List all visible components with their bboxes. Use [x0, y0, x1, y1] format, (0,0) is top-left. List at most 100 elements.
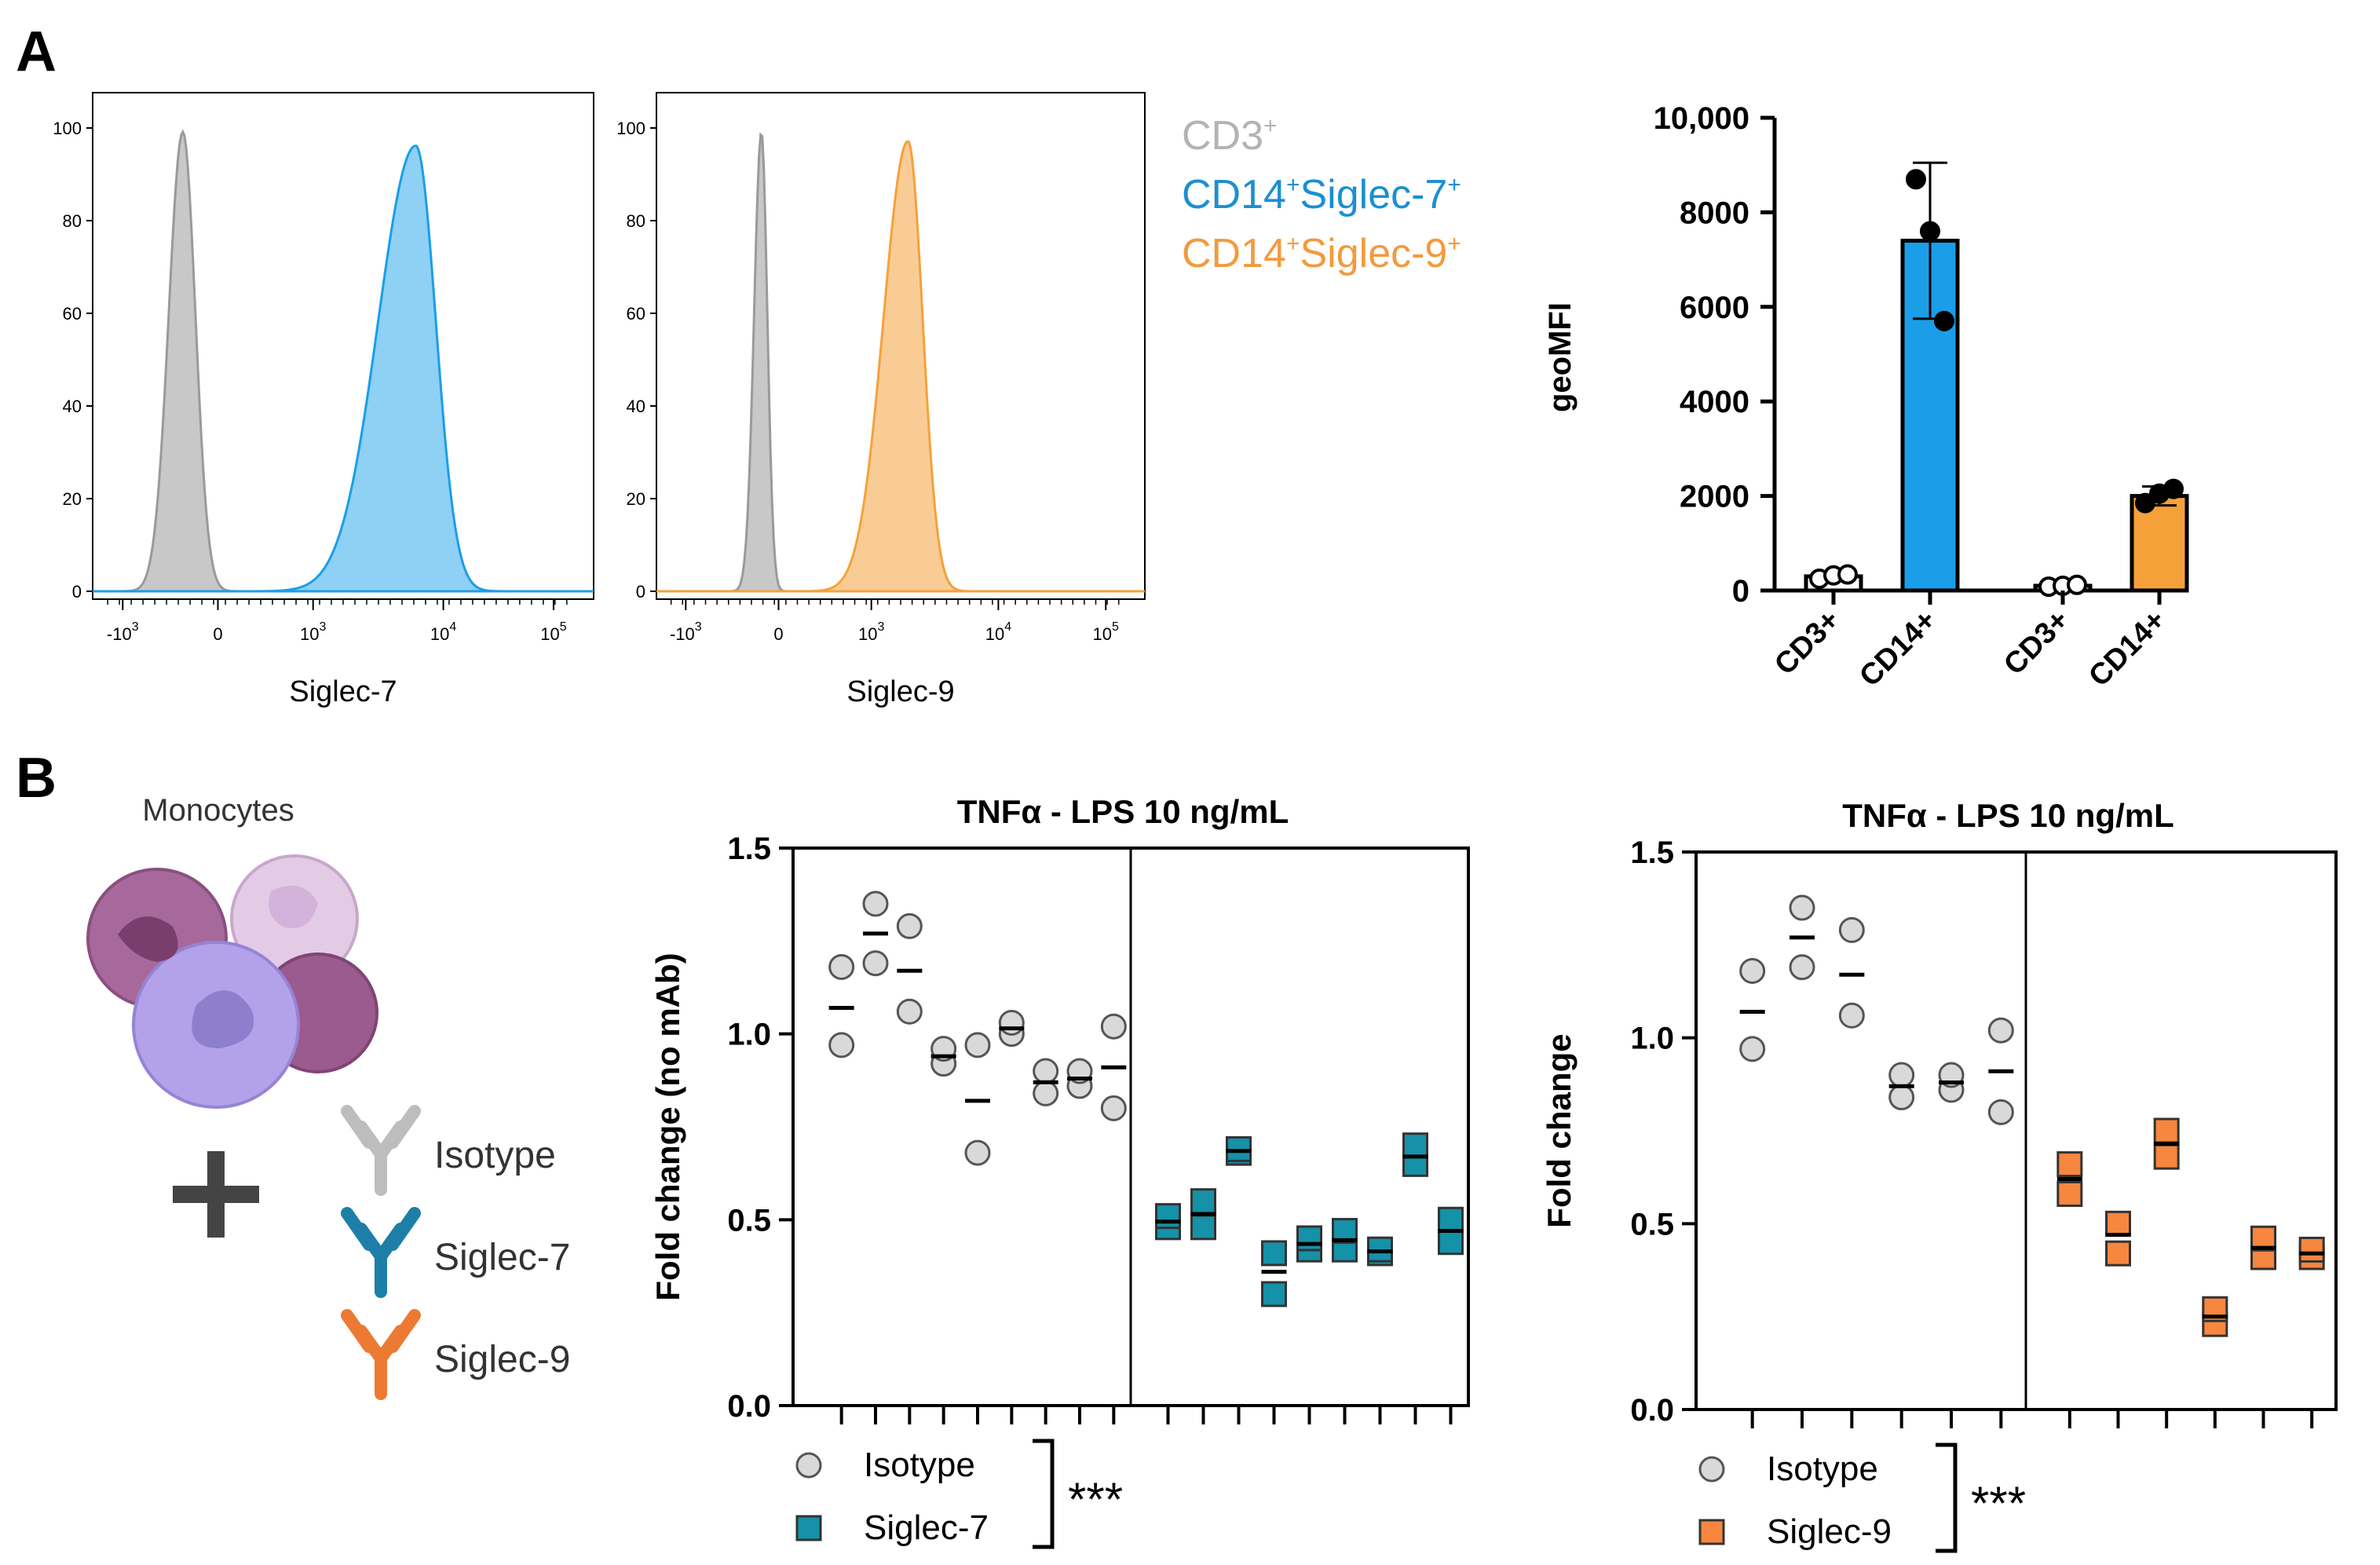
monocyte-nucleus [269, 885, 318, 928]
y-axis-title: Fold change [1541, 1033, 1578, 1227]
data-point [1438, 1229, 1464, 1256]
monocyte-nucleus [192, 990, 254, 1048]
data-point [1739, 957, 1766, 984]
x-tick-label: CD3+ [1998, 604, 2075, 682]
data-point [1920, 221, 1940, 242]
antibody-arm [341, 1309, 375, 1353]
y-tick-label: 0.0 [727, 1389, 771, 1424]
panel-label-a: A [16, 20, 57, 83]
data-point [1100, 1013, 1127, 1040]
y-tick-label: 4000 [1680, 385, 1749, 419]
y-tick-label: 2000 [1680, 480, 1749, 514]
histogram-siglec9 [656, 140, 1145, 593]
chart-title: TNFα - LPS 10 ng/mL [957, 793, 1289, 830]
antibody-label: Isotype [434, 1135, 556, 1176]
y-tick-label: 1.0 [1630, 1022, 1674, 1056]
legend-marker [1698, 1456, 1725, 1483]
data-point [1888, 1084, 1915, 1110]
data-point [1155, 1203, 1181, 1230]
data-point [964, 1139, 991, 1166]
data-point [2153, 1117, 2180, 1144]
significance-bracket [1033, 1439, 1055, 1549]
x-tick-label: 103 [300, 620, 326, 644]
antibody-arm [386, 1207, 421, 1251]
data-point [2135, 492, 2155, 514]
x-tick-label: 105 [540, 620, 566, 644]
data-point [1402, 1132, 1428, 1159]
y-tick-label: 20 [63, 489, 82, 509]
monocyte-nucleus [118, 916, 178, 962]
legend-item-1: CD14+Siglec-7+ [1182, 172, 1461, 218]
antibody-arm [341, 1105, 375, 1149]
data-point [1190, 1188, 1216, 1215]
y-tick-label: 40 [627, 397, 645, 416]
y-tick-label: 1.0 [727, 1018, 771, 1052]
y-axis-title: Fold change (no mAb) [649, 953, 686, 1300]
y-tick-label: 0 [1732, 574, 1749, 609]
y-tick-label: 1.5 [1630, 836, 1674, 870]
data-point [1789, 894, 1815, 921]
antibody-icon-1 [341, 1207, 421, 1298]
data-point [828, 1032, 855, 1059]
data-point [828, 953, 855, 980]
legend-item-2: CD14+Siglec-9+ [1182, 231, 1461, 276]
data-point [2163, 478, 2184, 499]
data-point [1987, 1099, 2014, 1125]
data-point [998, 1009, 1025, 1036]
antibody-icon-0 [341, 1105, 421, 1196]
y-tick-label: 10,000 [1654, 101, 1749, 136]
antibody-icon-2 [341, 1309, 421, 1400]
y-tick-label: 100 [53, 119, 82, 138]
x-tick-label: 103 [858, 620, 884, 644]
data-point [1190, 1214, 1216, 1241]
x-tick-label: CD14+ [1853, 604, 1943, 693]
y-tick-label: 20 [627, 489, 645, 509]
y-tick-label: 80 [627, 211, 645, 231]
x-tick-label: 0 [773, 624, 783, 644]
x-axis-title: Siglec-9 [846, 675, 954, 708]
x-tick-label: -103 [107, 620, 139, 644]
significance-stars: *** [1068, 1473, 1123, 1526]
legend-marker [1698, 1519, 1725, 1545]
data-point [1296, 1225, 1322, 1252]
histogram-siglec7 [93, 144, 594, 593]
data-point [862, 950, 889, 977]
data-point [1033, 1080, 1059, 1106]
data-point [2105, 1240, 2131, 1267]
data-point [1838, 916, 1865, 943]
data-point [896, 912, 923, 939]
x-tick-label: 105 [1093, 620, 1119, 644]
x-tick-label: CD3+ [1768, 604, 1846, 682]
y-tick-label: 100 [616, 119, 645, 138]
x-axis-title: Siglec-7 [289, 675, 397, 708]
data-point [1838, 1002, 1865, 1029]
legend-label: Isotype [1767, 1450, 1878, 1488]
data-point [896, 998, 923, 1025]
data-point [1261, 1240, 1287, 1267]
antibody-arm [386, 1105, 421, 1149]
x-tick-label: 104 [985, 620, 1011, 644]
data-point [1100, 1095, 1127, 1121]
y-tick-label: 0 [72, 582, 82, 602]
y-tick-label: 80 [63, 211, 82, 231]
x-tick-label: 104 [430, 620, 456, 644]
antibody-label: Siglec-7 [434, 1237, 570, 1278]
y-tick-label: 60 [63, 304, 82, 324]
diagram-title: Monocytes [142, 793, 294, 828]
data-point [1987, 1017, 2014, 1044]
data-point [1438, 1206, 1464, 1233]
legend-label: Siglec-7 [864, 1508, 989, 1547]
data-point [1739, 1036, 1766, 1062]
x-tick-label: -103 [670, 620, 702, 644]
x-tick-label: 0 [213, 624, 222, 644]
data-point [1888, 1062, 1915, 1088]
y-tick-label: 6000 [1680, 291, 1749, 325]
y-tick-label: 8000 [1680, 196, 1749, 230]
legend-item-0: CD3+ [1182, 113, 1278, 159]
data-point [2067, 574, 2087, 595]
data-point [2056, 1151, 2083, 1178]
data-point [1789, 954, 1815, 981]
y-tick-label: 0.5 [727, 1203, 771, 1238]
y-tick-label: 60 [627, 304, 645, 324]
